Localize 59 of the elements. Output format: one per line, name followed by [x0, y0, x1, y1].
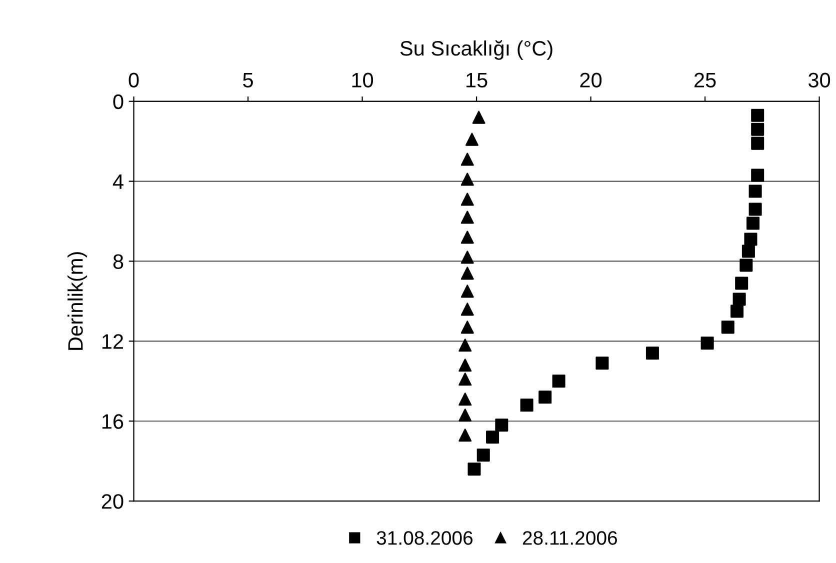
point [538, 390, 552, 404]
point [458, 338, 472, 352]
point [744, 232, 758, 246]
point [732, 292, 746, 306]
y-tick-label: 0 [113, 94, 124, 110]
point [465, 132, 478, 146]
point [460, 172, 474, 186]
legend-label: 28.11.2006 [522, 531, 617, 545]
point [748, 202, 762, 216]
point [458, 358, 472, 372]
point [458, 428, 472, 442]
point [460, 284, 474, 298]
point [748, 184, 762, 198]
point [495, 418, 508, 432]
point [460, 266, 474, 280]
point [751, 122, 764, 136]
point [458, 408, 472, 422]
point [721, 320, 734, 334]
point [460, 250, 474, 264]
point [735, 276, 748, 290]
x-tick-label: 15 [466, 72, 488, 88]
point [751, 108, 764, 122]
x-tick-label: 25 [694, 72, 716, 88]
point [468, 462, 481, 476]
y-tick-label: 16 [102, 414, 124, 429]
x-tick-label: 0 [128, 72, 139, 88]
y-tick-label: 12 [102, 334, 123, 349]
x-tick-label: 5 [243, 72, 253, 88]
point [472, 110, 486, 124]
point [596, 356, 609, 370]
point [746, 216, 760, 230]
point [460, 152, 474, 166]
x-axis-title: Su Sıcaklığı (°C) [400, 40, 552, 60]
point [460, 210, 474, 224]
point [646, 346, 659, 360]
point [552, 374, 566, 388]
x-tick-label: 10 [352, 72, 374, 88]
point [458, 392, 472, 406]
point [460, 230, 474, 244]
point [751, 136, 764, 150]
point [740, 258, 753, 272]
y-tick-label: 8 [113, 254, 124, 269]
point [742, 244, 755, 258]
legend-label: 31.08.2006 [376, 531, 473, 545]
x-tick-label: 20 [580, 72, 602, 88]
point [751, 168, 764, 182]
y-tick-label: 20 [102, 494, 124, 509]
y-tick-label: 4 [112, 174, 124, 189]
point [458, 372, 472, 386]
point [460, 320, 474, 334]
x-tick-label: 30 [808, 72, 830, 88]
point [520, 398, 534, 412]
point [486, 430, 500, 444]
point [476, 448, 490, 462]
point [730, 304, 744, 318]
point [460, 192, 474, 206]
point [460, 302, 474, 316]
y-axis-title: Derinlik(m) [68, 252, 87, 350]
point [700, 336, 714, 350]
